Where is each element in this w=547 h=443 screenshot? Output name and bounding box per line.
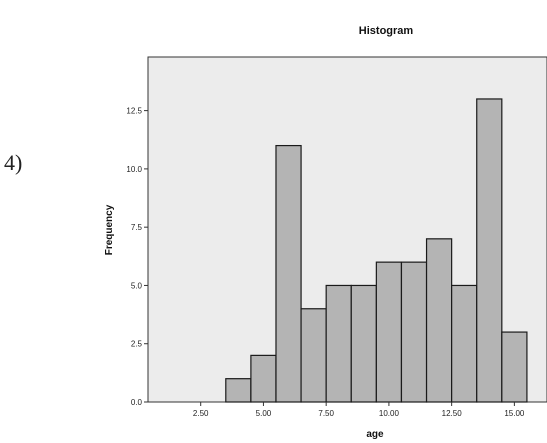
- y-tick-label: 5.0: [131, 281, 143, 290]
- x-tick-label: 7.50: [318, 409, 334, 418]
- histogram-bar-4: [300, 308, 327, 403]
- histogram-bar-3: [275, 144, 302, 403]
- chart-title: Histogram: [359, 25, 414, 37]
- y-tick-label: 2.5: [131, 340, 143, 349]
- histogram-bar-6: [350, 284, 377, 403]
- histogram-bar-1: [225, 378, 252, 403]
- y-tick-label: 0.0: [131, 398, 143, 407]
- x-tick-label: 12.50: [442, 409, 463, 418]
- x-tick-label: 10.00: [379, 409, 400, 418]
- x-tick-label: 2.50: [193, 409, 209, 418]
- histogram-bar-12: [501, 331, 528, 403]
- x-axis-label: age: [366, 429, 384, 440]
- y-axis-label: Frequency: [104, 204, 115, 255]
- histogram-bar-2: [250, 354, 277, 403]
- axes-group: 2.50 5.00 7.50 10.00 12.50 15.00 0.0 2.5 5.0 7.5 1…: [126, 107, 525, 418]
- histogram-bar-11: [476, 98, 503, 403]
- histogram-bar-10: [451, 284, 478, 403]
- y-tick-label: 12.5: [126, 107, 142, 116]
- histogram-bar-7: [375, 261, 403, 403]
- histogram-bar-9: [425, 238, 453, 403]
- x-tick-label: 5.00: [256, 409, 272, 418]
- bars-group: [225, 98, 528, 403]
- histogram-bar-5: [325, 284, 352, 403]
- x-tick-label: 15.00: [504, 409, 525, 418]
- histogram-bar-8: [400, 261, 428, 403]
- y-tick-label: 10.0: [126, 165, 142, 174]
- y-tick-label: 7.5: [131, 223, 143, 232]
- problem-number: 4): [4, 150, 23, 175]
